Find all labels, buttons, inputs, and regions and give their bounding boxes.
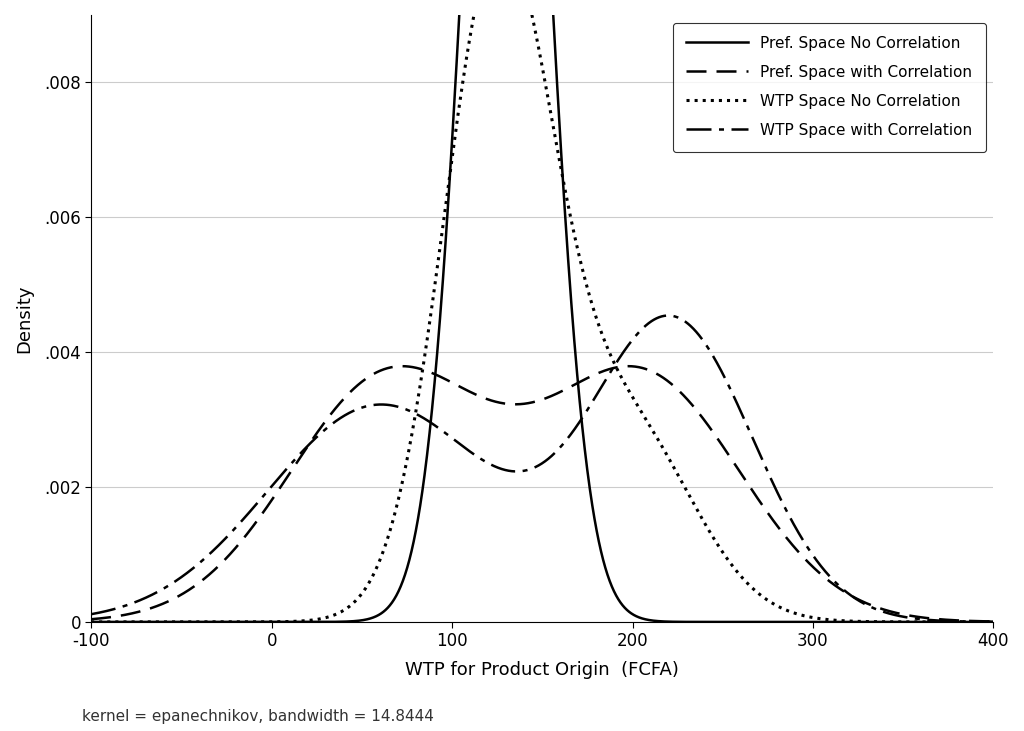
Legend: Pref. Space No Correlation, Pref. Space with Correlation, WTP Space No Correlati: Pref. Space No Correlation, Pref. Space … xyxy=(673,23,986,151)
WTP Space with Correlation xyxy=(940,616,952,625)
Pref. Space with Correlation xyxy=(182,586,195,594)
WTP Space No Correlation xyxy=(119,618,131,626)
WTP Space with Correlation xyxy=(0,617,7,626)
WTP Space with Correlation xyxy=(410,409,422,418)
WTP Space No Correlation xyxy=(0,618,7,626)
Line: Pref. Space No Correlation: Pref. Space No Correlation xyxy=(1,0,1024,622)
Pref. Space with Correlation xyxy=(119,610,131,619)
Pref. Space No Correlation xyxy=(410,524,422,533)
Pref. Space with Correlation xyxy=(940,616,952,624)
Pref. Space No Correlation xyxy=(940,618,952,626)
Pref. Space with Correlation xyxy=(457,384,469,393)
Pref. Space with Correlation xyxy=(0,618,7,626)
WTP Space with Correlation xyxy=(457,442,469,451)
WTP Space No Correlation xyxy=(182,618,195,626)
WTP Space No Correlation xyxy=(457,75,469,84)
WTP Space with Correlation xyxy=(119,602,131,610)
Pref. Space with Correlation xyxy=(410,363,422,372)
Line: Pref. Space with Correlation: Pref. Space with Correlation xyxy=(1,366,1024,622)
Line: WTP Space with Correlation: WTP Space with Correlation xyxy=(1,316,1024,622)
Pref. Space No Correlation xyxy=(182,618,195,626)
WTP Space No Correlation xyxy=(410,405,422,414)
Line: WTP Space No Correlation: WTP Space No Correlation xyxy=(1,0,1024,622)
WTP Space with Correlation xyxy=(182,567,195,576)
WTP Space No Correlation xyxy=(940,618,952,626)
Y-axis label: Density: Density xyxy=(15,284,33,353)
X-axis label: WTP for Product Origin  (FCFA): WTP for Product Origin (FCFA) xyxy=(406,662,679,679)
Pref. Space No Correlation xyxy=(119,618,131,626)
WTP Space with Correlation xyxy=(662,311,674,320)
Text: kernel = epanechnikov, bandwidth = 14.8444: kernel = epanechnikov, bandwidth = 14.84… xyxy=(82,708,434,724)
Pref. Space No Correlation xyxy=(0,618,7,626)
Pref. Space with Correlation xyxy=(623,362,635,371)
